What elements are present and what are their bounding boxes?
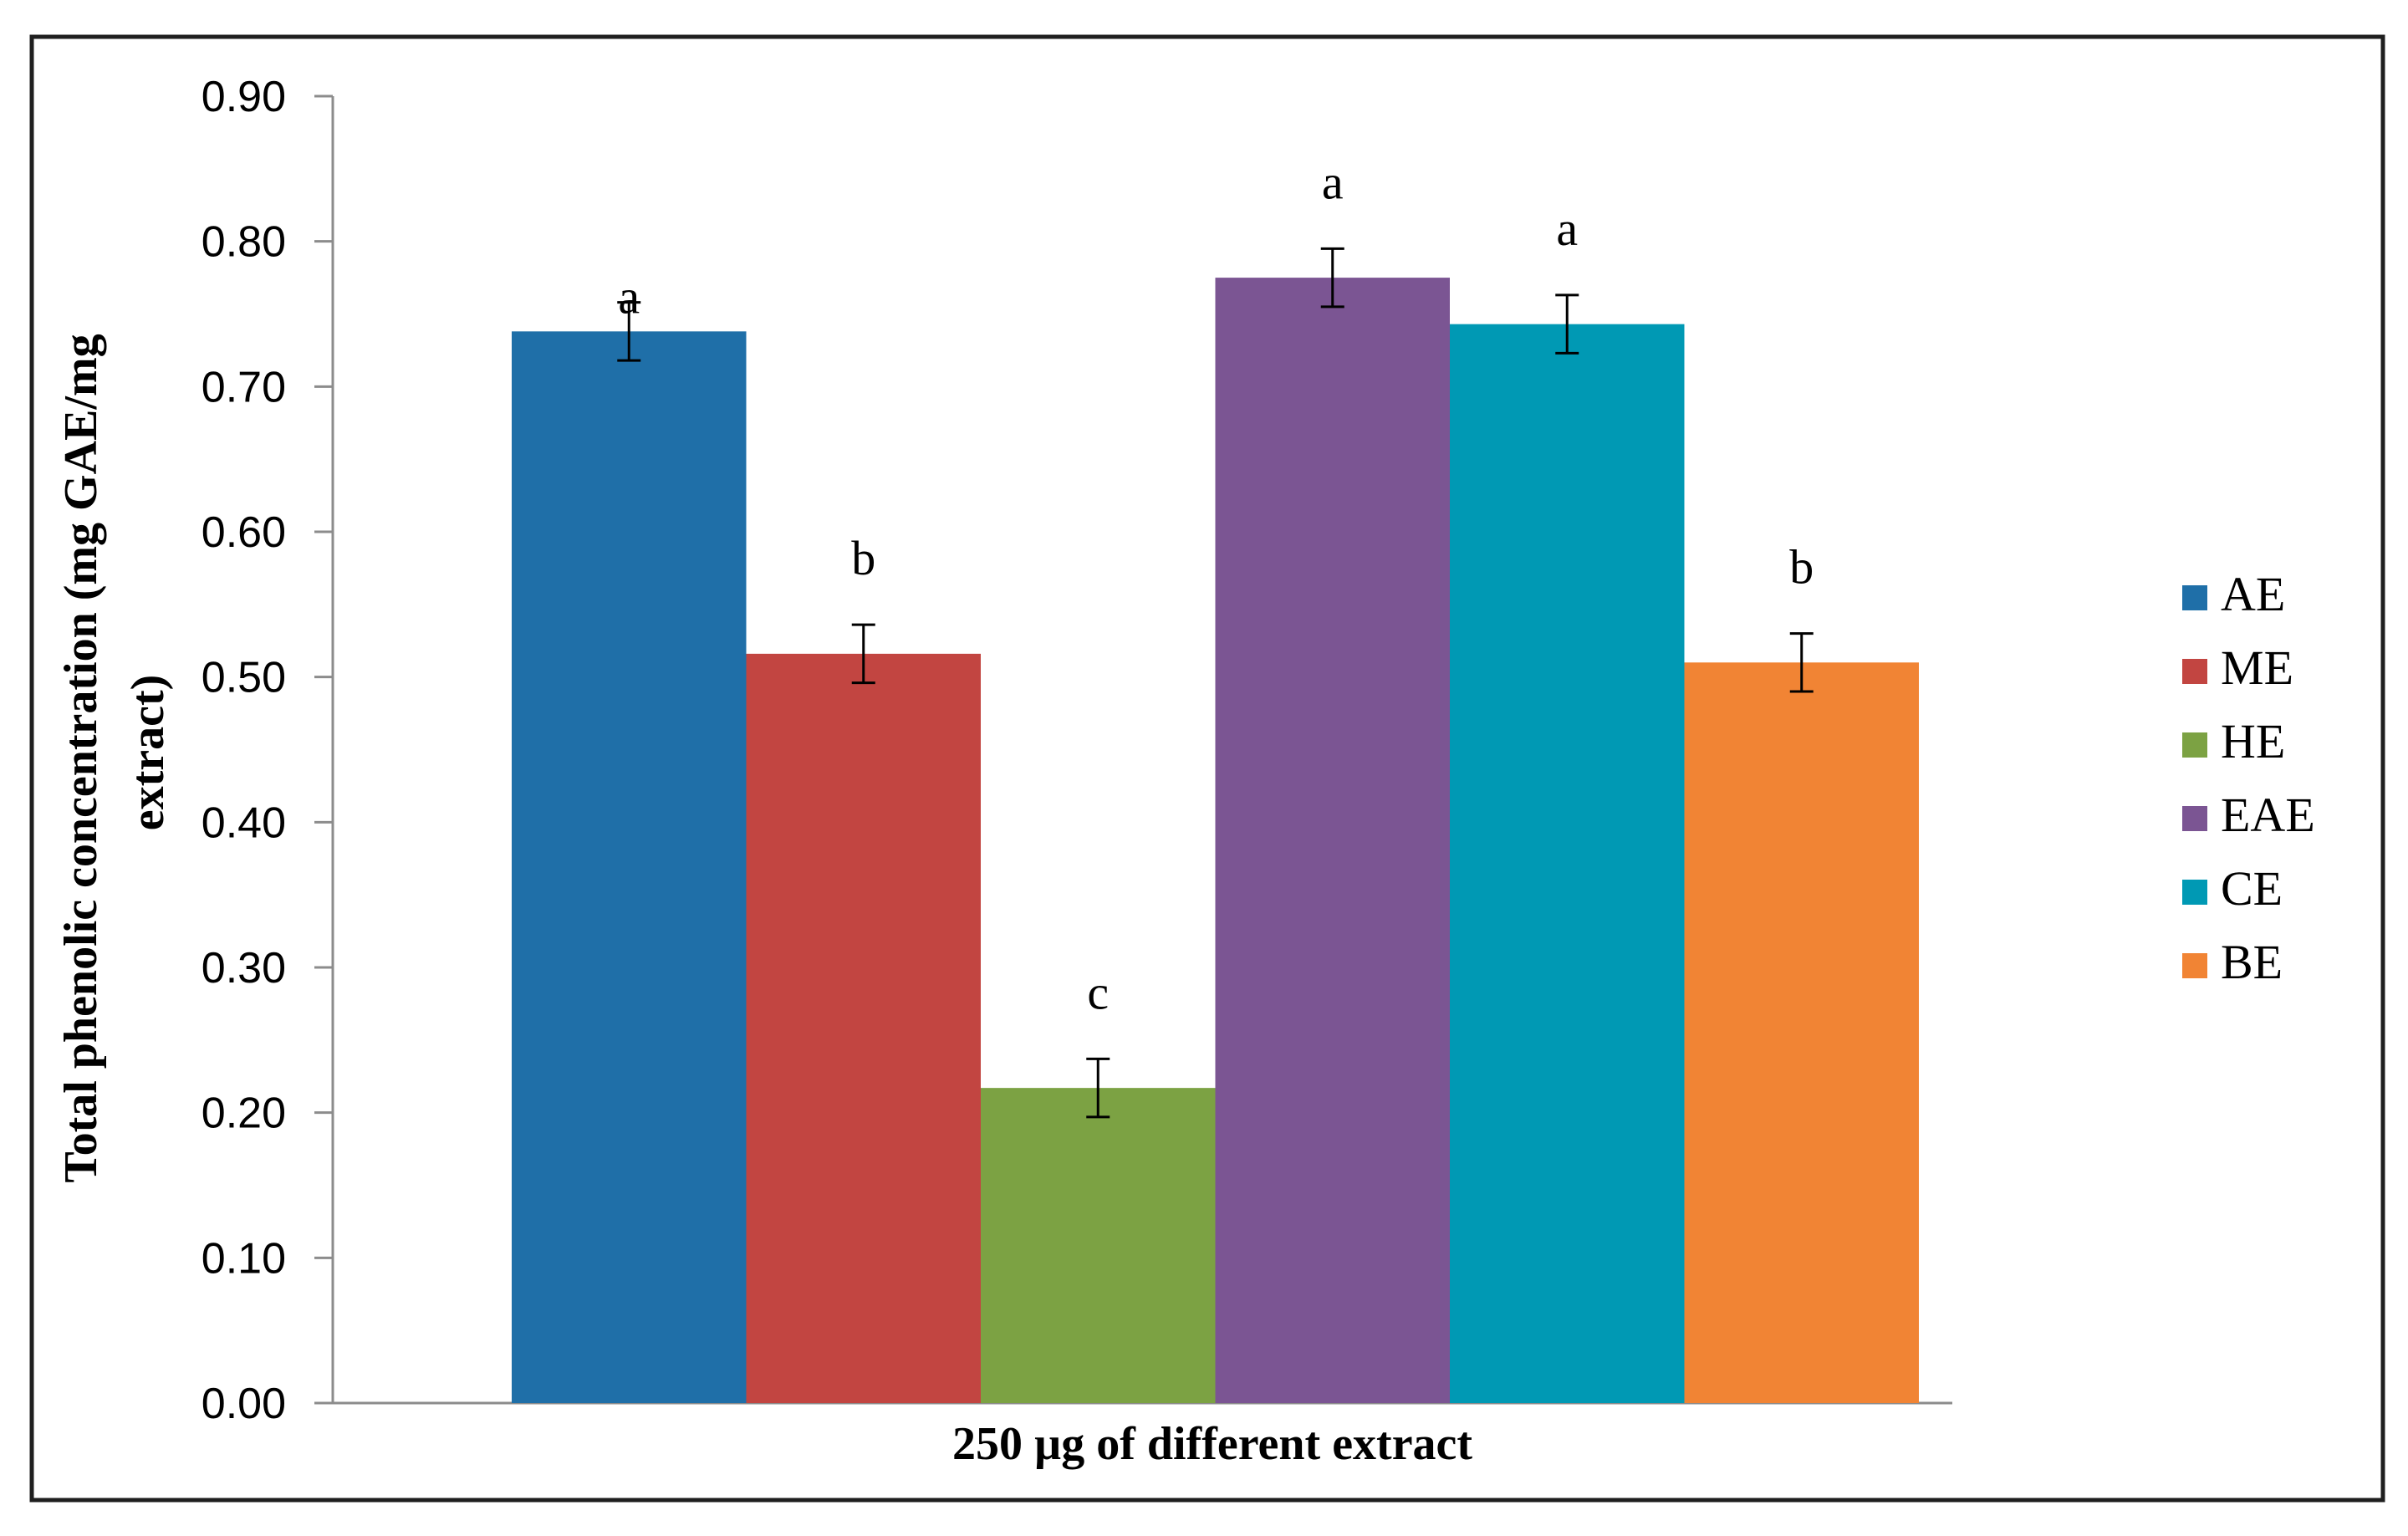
error-bar-ce	[1555, 293, 1579, 355]
y-tick-label: 0.60	[202, 508, 286, 557]
y-tick-label: 0.80	[202, 218, 286, 267]
significance-label-he: c	[1087, 965, 1109, 1019]
significance-labels: a b c a a b	[618, 155, 1814, 1019]
x-axis-title: 250 µg of different extract	[952, 1418, 1472, 1470]
y-tick-label: 0.30	[202, 944, 286, 993]
legend-label-he: HE	[2221, 714, 2285, 768]
y-ticks: 0.00 0.10 0.20 0.30 0.40 0.50 0.60 0.70 0.80 0.90	[202, 73, 333, 1428]
legend-label-me: ME	[2221, 640, 2293, 695]
legend-swatch-he	[2182, 732, 2207, 758]
y-tick-label: 0.40	[202, 799, 286, 847]
y-axis-title-line2: extract)	[122, 675, 174, 831]
legend-label-ae: AE	[2221, 567, 2285, 621]
y-tick-label: 0.20	[202, 1089, 286, 1138]
y-tick-label: 0.10	[202, 1234, 286, 1283]
significance-label-eae: a	[1322, 155, 1344, 209]
significance-label-ae: a	[618, 269, 640, 324]
legend-label-ce: CE	[2221, 861, 2283, 916]
significance-label-ce: a	[1556, 202, 1578, 256]
significance-label-me: b	[851, 531, 875, 585]
legend-swatch-be	[2182, 953, 2207, 978]
bars	[512, 278, 1919, 1404]
bar-ce	[1450, 324, 1685, 1403]
y-tick-label: 0.70	[202, 363, 286, 411]
legend-swatch-ae	[2182, 585, 2207, 610]
bar-be	[1684, 662, 1919, 1403]
error-bar-he	[1086, 1057, 1110, 1119]
error-bars	[617, 247, 1814, 1119]
y-tick-label: 0.00	[202, 1380, 286, 1428]
y-tick-label: 0.90	[202, 73, 286, 121]
bar-me	[746, 653, 981, 1403]
legend: AE ME HE EAE CE BE	[2182, 567, 2315, 989]
bar-eae	[1215, 278, 1450, 1403]
y-tick-label: 0.50	[202, 654, 286, 702]
legend-swatch-me	[2182, 659, 2207, 684]
legend-label-be: BE	[2221, 935, 2283, 989]
legend-swatch-eae	[2182, 806, 2207, 831]
error-bar-be	[1789, 632, 1814, 693]
y-axis-title: Total phenolic concentration (mg GAE/mg …	[55, 322, 174, 1182]
y-axis-title-line1: Total phenolic concentration (mg GAE/mg	[55, 334, 107, 1182]
significance-label-be: b	[1789, 540, 1814, 594]
error-bar-me	[851, 623, 875, 685]
bar-ae	[512, 331, 747, 1404]
error-bar-eae	[1320, 247, 1344, 309]
bar-he	[981, 1088, 1216, 1403]
legend-swatch-ce	[2182, 880, 2207, 905]
legend-label-eae: EAE	[2221, 788, 2315, 842]
error-bar-ae	[617, 301, 641, 362]
